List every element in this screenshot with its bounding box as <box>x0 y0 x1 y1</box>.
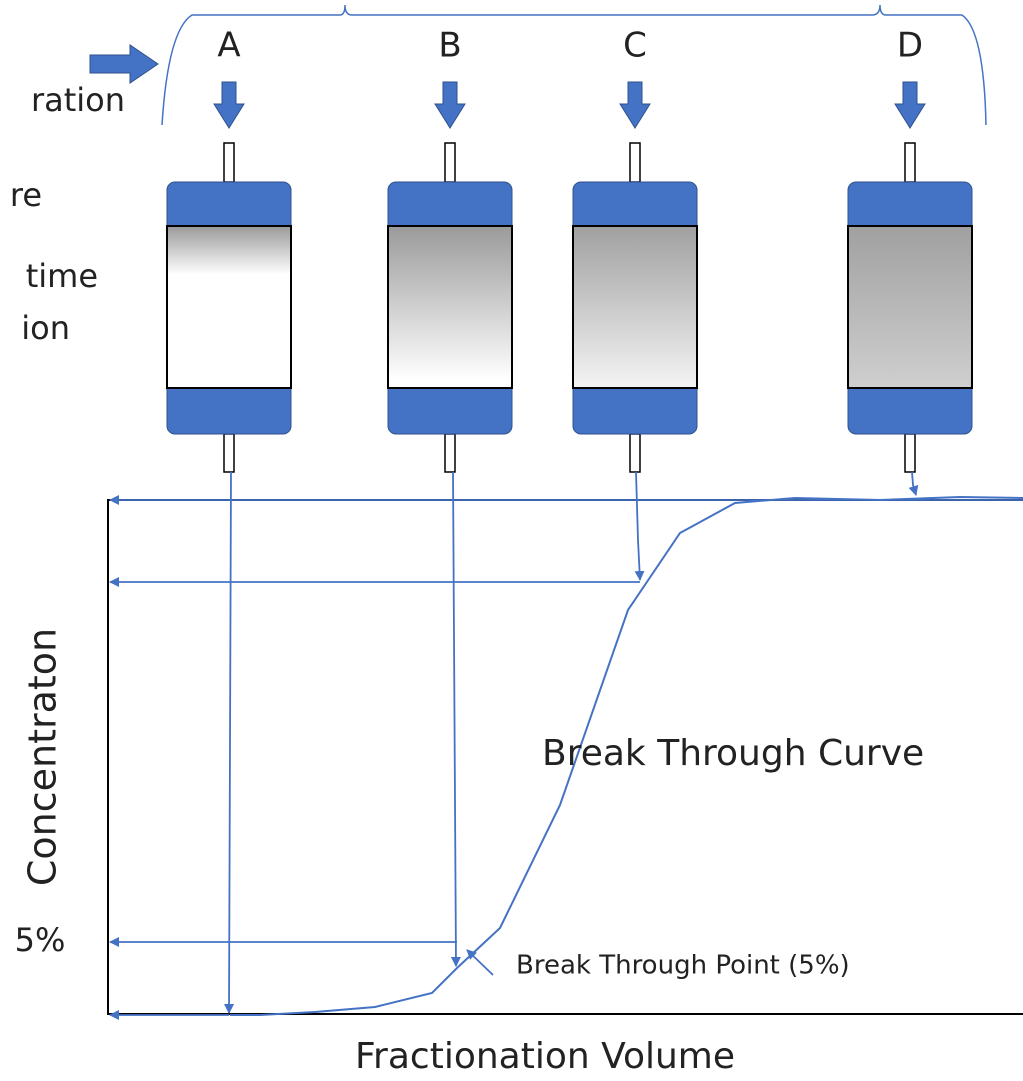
down-arrow <box>894 81 926 129</box>
x-axis-label: Fractionation Volume <box>355 1036 735 1077</box>
stem <box>223 142 235 183</box>
stem <box>904 433 916 473</box>
left-text: re <box>10 176 42 214</box>
stem <box>629 433 641 473</box>
column-label: A <box>217 26 240 66</box>
left-text: ration <box>31 81 125 119</box>
column-body <box>387 225 513 389</box>
point-label: Break Through Point (5%) <box>516 951 850 981</box>
arrow <box>908 471 919 496</box>
left-text: time <box>26 257 98 295</box>
column-body <box>847 225 973 389</box>
stem <box>223 433 235 473</box>
arrow <box>224 471 235 1014</box>
stem <box>904 142 916 183</box>
arrow <box>450 471 461 967</box>
down-arrow <box>434 81 466 129</box>
stem <box>444 142 456 183</box>
down-arrow <box>213 81 245 129</box>
column-body <box>166 225 292 389</box>
column-label: C <box>623 26 647 66</box>
feed-arrow <box>89 44 159 84</box>
down-arrow <box>619 81 651 129</box>
stem <box>629 142 641 183</box>
stem <box>444 433 456 473</box>
y-axis-label: Concentraton <box>21 628 65 886</box>
columns: A B C D <box>166 26 973 473</box>
curve-label: Break Through Curve <box>542 733 924 774</box>
column-body <box>572 225 698 389</box>
arrow <box>466 949 494 976</box>
brace <box>161 4 987 126</box>
arrows <box>109 471 1023 1020</box>
column-label: B <box>438 26 461 66</box>
left-text: ion <box>21 309 70 347</box>
arrow <box>634 471 645 581</box>
five-percent-label: 5% <box>15 921 66 959</box>
column-label: D <box>897 26 923 66</box>
